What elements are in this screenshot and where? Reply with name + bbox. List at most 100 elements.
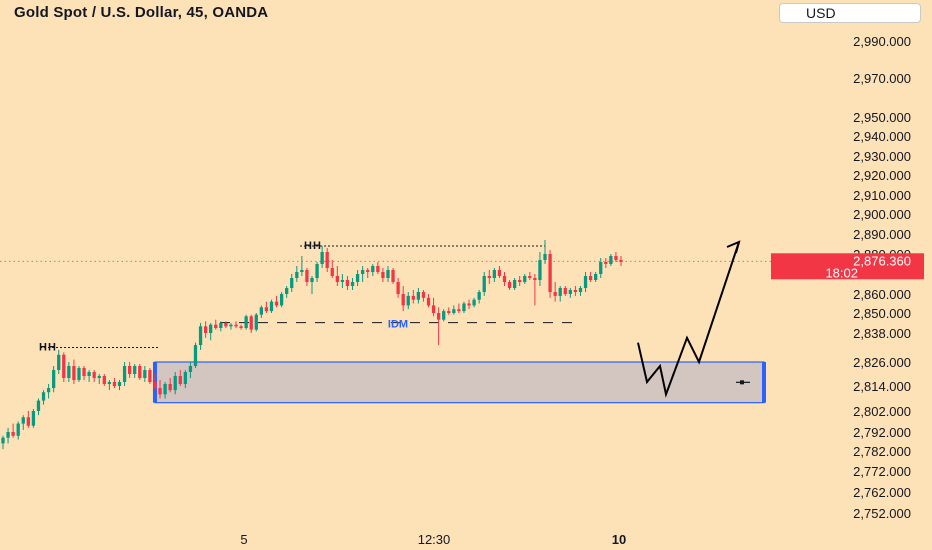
candle [523,274,527,284]
candle-body [371,266,375,272]
candle-body [599,262,603,274]
candle [112,378,117,389]
candle-body [447,311,451,313]
candle-body [46,388,51,393]
candle [295,266,299,282]
candle-body [366,270,370,272]
candle-body [548,254,552,292]
candle-body [462,303,466,312]
candle-body [512,280,517,288]
idm-label: IDM [388,319,408,331]
candle [219,321,223,332]
candle [300,256,304,276]
candle [391,268,395,284]
candle-body [168,384,172,391]
candle [467,299,471,310]
candle-body [310,278,314,282]
candle [604,258,608,268]
candle [183,370,188,389]
candle-body [249,316,253,330]
candle-body [173,376,177,391]
candle-body [153,382,157,389]
candle [548,250,552,298]
candle [26,411,30,428]
candle [361,266,365,282]
candle-body [619,260,623,262]
candle-body [31,411,36,426]
candle-body [563,288,567,294]
candle [244,314,248,330]
candle [122,362,127,386]
candle-body [203,326,208,333]
candle [279,292,284,308]
candle [350,278,355,290]
candle-body [133,366,137,374]
zone-marker-dot [740,380,744,385]
candle [396,278,400,298]
candle [457,303,461,313]
candle-body [57,354,61,370]
y-tick-label: 2,970.000 [853,71,911,86]
candle-body [477,292,481,300]
candle [117,380,122,391]
candle [340,274,345,288]
candle [163,382,167,399]
candle [224,321,228,328]
candle-body [127,366,132,374]
candle-body [62,354,66,378]
candle-body [122,366,127,382]
candle-body [497,270,502,276]
candle-body [72,366,76,380]
candle [558,286,562,302]
candle [178,370,182,386]
candle [41,390,46,405]
candle [305,268,309,286]
candle-body [614,256,618,260]
candle-body [198,326,203,346]
candle-body [82,368,86,376]
candle-body [391,270,395,282]
candle [355,270,360,286]
y-tick-label: 2,802.000 [853,404,911,419]
candle [426,294,431,308]
candle [31,408,36,428]
candle [92,370,96,382]
candle [431,297,436,317]
x-tick-label: 12:30 [418,532,451,547]
candle-body [507,282,512,288]
candle-body [523,276,527,282]
demand-zone-right-handle [762,362,766,403]
y-tick-label: 2,890.000 [853,227,911,242]
candle-body [112,382,117,386]
candle-body [6,432,10,438]
y-tick-label: 2,900.000 [853,207,911,222]
candle-body [421,292,426,298]
candle-body [143,370,147,378]
candle [543,240,547,264]
candle [264,301,269,313]
y-tick-label: 2,762.000 [853,485,911,500]
candle [528,272,532,280]
candle [588,272,593,282]
candle-body [279,294,284,306]
candle [345,276,350,290]
currency-selector[interactable]: USD [779,3,921,23]
candle [52,366,56,393]
candle [366,268,370,278]
candle [594,272,598,282]
candle [188,362,193,378]
candle-body [67,366,71,378]
candle [239,324,243,330]
candle [97,374,101,384]
candle [209,323,213,341]
y-tick-label: 2,838.000 [853,326,911,341]
candle [198,323,203,350]
candle-body [361,270,365,274]
candle-body [452,309,456,313]
candle-body [325,252,329,268]
candle-body [381,272,385,278]
candle-body [518,280,522,282]
candle [107,380,112,391]
candle-body [386,270,390,278]
